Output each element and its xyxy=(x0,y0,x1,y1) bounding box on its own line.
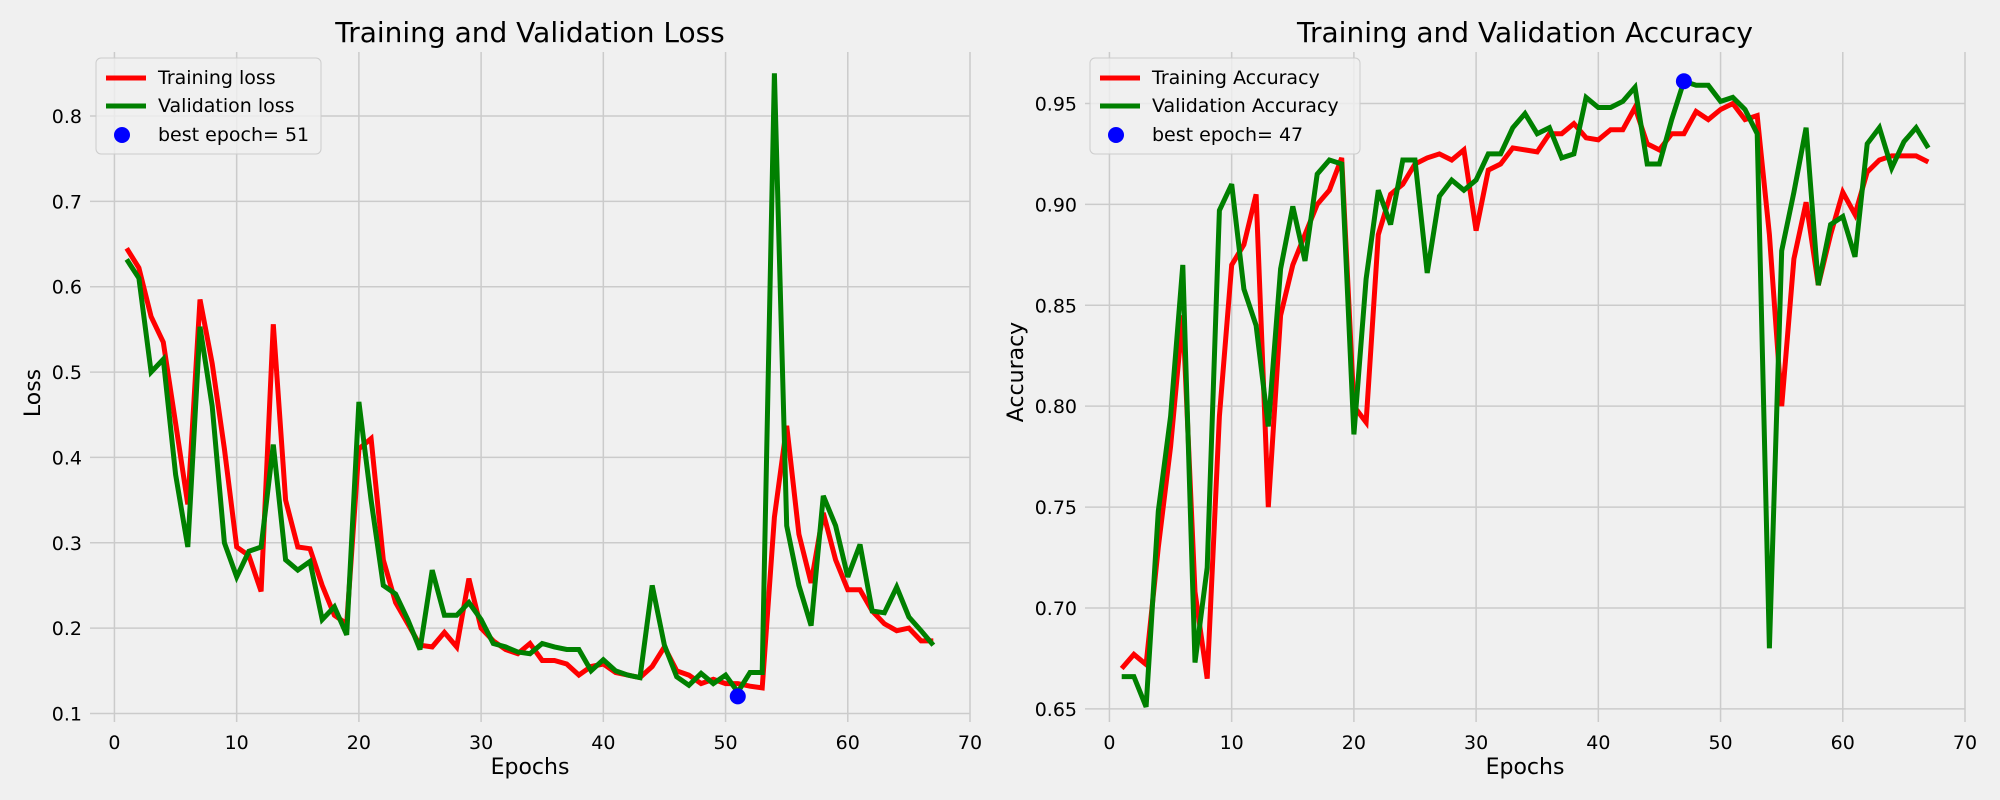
accuracy-legend-label-training: Training Accuracy xyxy=(1151,67,1320,89)
accuracy-x-tick-label: 10 xyxy=(1220,732,1244,754)
accuracy-y-tick-label: 0.65 xyxy=(1035,699,1077,721)
accuracy-legend-best-marker xyxy=(1108,127,1124,143)
loss-tick-labels: 0 10 20 30 40 50 60 70 0.1 0.2 0.3 0.4 0.5 0.6 0.7 0.8 xyxy=(52,106,982,754)
loss-series xyxy=(124,73,936,705)
loss-y-tick-label: 0.2 xyxy=(52,618,82,640)
accuracy-x-tick-label: 60 xyxy=(1831,732,1855,754)
loss-y-tick-label: 0.5 xyxy=(52,362,82,384)
accuracy-validation-line xyxy=(1121,78,1931,708)
accuracy-y-tick-label: 0.70 xyxy=(1035,598,1077,620)
loss-x-tick-label: 30 xyxy=(469,732,493,754)
accuracy-y-tick-label: 0.75 xyxy=(1035,497,1077,519)
loss-y-axis-label: Loss xyxy=(21,369,46,417)
accuracy-legend: Training Accuracy Validation Accuracy be… xyxy=(1089,57,1361,155)
loss-best-epoch-point xyxy=(729,688,746,705)
loss-y-tick-label: 0.4 xyxy=(52,447,82,469)
accuracy-legend-label-validation: Validation Accuracy xyxy=(1152,95,1339,117)
accuracy-x-tick-label: 0 xyxy=(1103,732,1115,754)
accuracy-series xyxy=(1119,73,1931,708)
accuracy-x-tick-label: 70 xyxy=(1953,732,1977,754)
loss-y-tick-label: 0.3 xyxy=(52,533,82,555)
loss-x-axis-label: Epochs xyxy=(491,755,570,780)
loss-x-tick-label: 0 xyxy=(108,732,120,754)
loss-x-tick-label: 60 xyxy=(836,732,860,754)
loss-chart-title: Training and Validation Loss xyxy=(334,16,725,49)
accuracy-x-tick-label: 30 xyxy=(1464,732,1488,754)
accuracy-x-tick-label: 50 xyxy=(1708,732,1732,754)
accuracy-x-tick-label: 40 xyxy=(1586,732,1610,754)
accuracy-y-tick-label: 0.95 xyxy=(1035,93,1077,115)
accuracy-legend-box xyxy=(1089,57,1361,155)
accuracy-x-axis-label: Epochs xyxy=(1486,755,1565,780)
loss-x-tick-label: 40 xyxy=(591,732,615,754)
loss-y-tick-label: 0.1 xyxy=(52,703,82,725)
loss-legend-label-best: best epoch= 51 xyxy=(158,124,309,146)
accuracy-y-axis-label: Accuracy xyxy=(1004,322,1029,422)
accuracy-y-tick-label: 0.90 xyxy=(1035,194,1077,216)
accuracy-best-epoch-point xyxy=(1675,73,1692,90)
loss-y-tick-label: 0.7 xyxy=(52,191,82,213)
accuracy-y-tick-label: 0.85 xyxy=(1035,295,1077,317)
accuracy-tick-labels: 0 10 20 30 40 50 60 70 0.65 0.70 0.75 0.80 0.85 0.90 0… xyxy=(1035,93,1977,754)
loss-x-tick-label: 20 xyxy=(347,732,371,754)
loss-validation-line xyxy=(124,73,936,697)
loss-x-tick-label: 70 xyxy=(958,732,982,754)
accuracy-legend-label-best: best epoch= 47 xyxy=(1152,124,1303,146)
loss-grid xyxy=(90,52,971,722)
loss-legend: Training loss Validation loss best epoch… xyxy=(95,57,322,155)
loss-legend-best-marker xyxy=(114,127,130,143)
loss-y-tick-label: 0.6 xyxy=(52,277,82,299)
accuracy-chart-panel: Training and Validation Accuracy Epochs … xyxy=(1004,16,1977,780)
accuracy-chart-title: Training and Validation Accuracy xyxy=(1296,16,1753,49)
accuracy-y-tick-label: 0.80 xyxy=(1035,396,1077,418)
accuracy-training-line xyxy=(1119,100,1930,679)
loss-legend-box xyxy=(95,57,322,155)
loss-x-tick-label: 50 xyxy=(713,732,737,754)
loss-legend-label-validation: Validation loss xyxy=(158,95,295,117)
loss-legend-label-training: Training loss xyxy=(157,67,276,89)
loss-chart-panel: Training and Validation Loss Epochs Loss… xyxy=(21,16,982,780)
accuracy-x-tick-label: 20 xyxy=(1342,732,1366,754)
loss-training-line xyxy=(124,246,934,691)
loss-x-tick-label: 10 xyxy=(225,732,249,754)
loss-y-tick-label: 0.8 xyxy=(52,106,82,128)
